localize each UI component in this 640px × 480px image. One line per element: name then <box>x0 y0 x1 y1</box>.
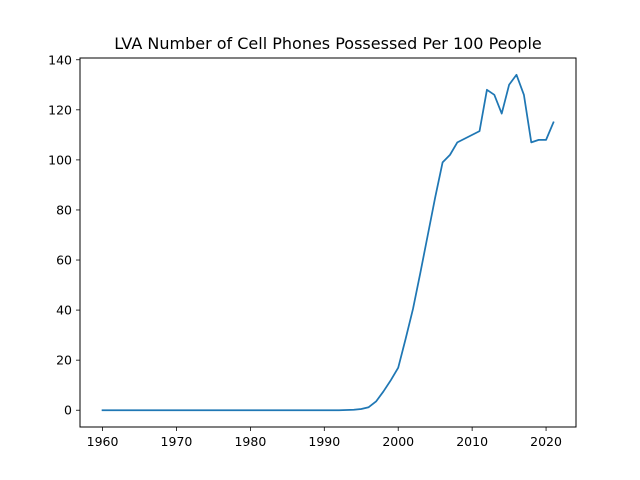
series-line-0 <box>101 73 555 412</box>
y-tick-label: 60 <box>56 253 72 268</box>
y-axis: 0 20 40 60 80 100 120 140 <box>48 52 80 418</box>
x-tick-label: 2010 <box>456 434 488 449</box>
plot-area <box>101 73 555 412</box>
y-tick-label: 100 <box>48 152 72 167</box>
x-axis: 1960 1970 1980 1990 2000 2010 2020 <box>87 427 562 449</box>
y-tick-label: 80 <box>56 202 72 217</box>
axes-frame <box>79 57 577 428</box>
y-tick-label: 0 <box>64 403 72 418</box>
x-tick-label: 1980 <box>234 434 266 449</box>
x-tick-label: 1970 <box>161 434 193 449</box>
y-tick-label: 140 <box>48 52 72 67</box>
x-tick-label: 2000 <box>382 434 414 449</box>
y-tick-label: 20 <box>56 353 72 368</box>
y-tick-label: 40 <box>56 303 72 318</box>
chart-title: LVA Number of Cell Phones Possessed Per … <box>114 34 541 53</box>
x-tick-label: 1990 <box>308 434 340 449</box>
x-tick-label: 2020 <box>530 434 562 449</box>
x-tick-label: 1960 <box>87 434 119 449</box>
y-tick-label: 120 <box>48 102 72 117</box>
